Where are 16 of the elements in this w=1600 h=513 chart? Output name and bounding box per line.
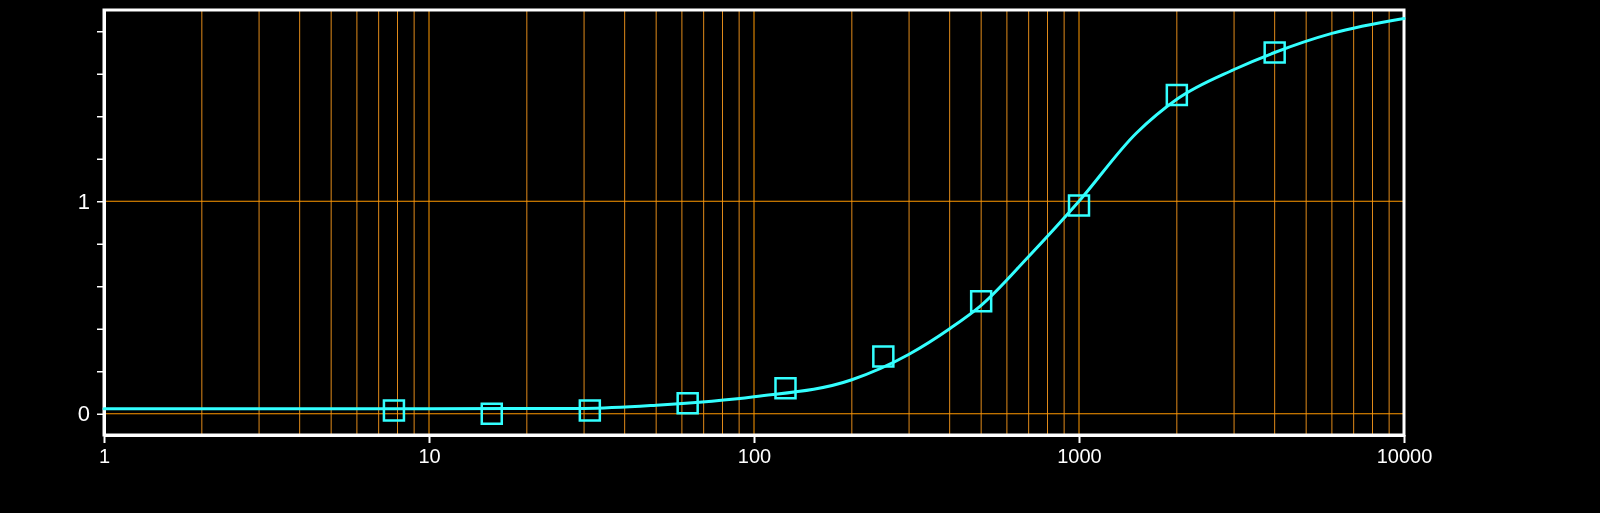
point (1067, 194, 1091, 217)
point (480, 402, 504, 425)
point (872, 345, 895, 368)
x-tick-label: 1 (98, 445, 111, 468)
point (969, 289, 993, 313)
x-tick-label: 1000 (1057, 445, 1102, 468)
point (1165, 83, 1189, 107)
x-tick-label: 10 (418, 445, 441, 468)
point (774, 377, 797, 400)
point (1263, 41, 1286, 64)
point (382, 399, 406, 422)
point (676, 391, 699, 415)
point (578, 399, 602, 422)
x-tick-label: 10000 (1376, 445, 1433, 468)
x-tick-label: 100 (737, 445, 772, 468)
y-tick-label: 0 (77, 401, 90, 427)
